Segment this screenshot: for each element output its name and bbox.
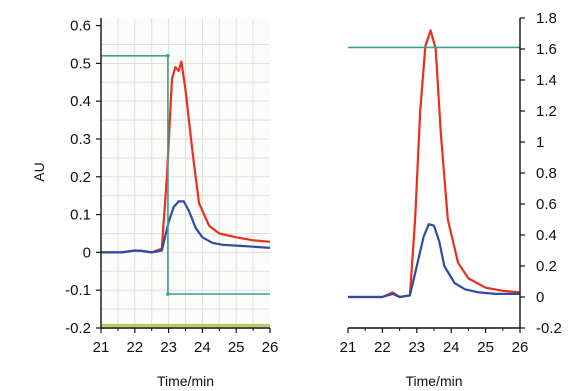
series-line-blue — [348, 223, 520, 299]
y-tick-label: 0.2 — [536, 258, 557, 275]
y-tick-label: 0.5 — [70, 55, 91, 72]
series-line-blue — [101, 200, 271, 254]
gradient-step-marker — [166, 292, 170, 296]
x-tick-label: 25 — [228, 339, 245, 356]
x-axis-label: Time/min — [157, 373, 214, 389]
y-axis-label: AU — [31, 162, 47, 181]
y-tick-label: -0.2 — [536, 320, 562, 337]
y-tick-label: 0.4 — [70, 93, 91, 110]
y-tick-label: 1 — [536, 134, 544, 151]
y-tick-label: -0.1 — [65, 282, 91, 299]
x-tick-label: 26 — [262, 339, 279, 356]
x-tick-label: 24 — [194, 339, 211, 356]
y-tick-label: 0 — [536, 289, 544, 306]
y-tick-label: 0.4 — [536, 227, 557, 244]
y-tick-label: 0.6 — [70, 18, 91, 35]
y-tick-label: 1.6 — [536, 41, 557, 58]
y-tick-label: 0.8 — [536, 165, 557, 182]
y-tick-label: 0.6 — [536, 196, 557, 213]
x-tick-label: 23 — [408, 339, 425, 356]
y-tick-label: 0 — [83, 244, 91, 261]
series-line-red — [348, 29, 521, 299]
y-tick-label: 0.1 — [70, 207, 91, 224]
x-tick-label: 21 — [340, 339, 357, 356]
chart-right: 21 22 23 24 25 26 1.8 1.6 1.4 1.2 1 0.8 0.6 0.4 0.2 0 -0… — [340, 10, 562, 389]
x-tick-label: 24 — [443, 339, 460, 356]
y-tick-label: -0.2 — [65, 320, 91, 337]
x-tick-label: 22 — [374, 339, 391, 356]
x-tick-label: 22 — [126, 339, 143, 356]
x-tick-label: 26 — [512, 339, 529, 356]
x-axis-label: Time/min — [405, 373, 462, 389]
y-tick-label: 0.3 — [70, 131, 91, 148]
y-tick-label: 0.2 — [70, 169, 91, 186]
series-line-gradient — [101, 54, 270, 295]
y-tick-label: 1.4 — [536, 72, 557, 89]
y-tick-label: 1.8 — [536, 10, 557, 27]
gradient-step-marker — [166, 54, 170, 58]
x-tick-label: 25 — [477, 339, 494, 356]
x-tick-label: 21 — [93, 339, 110, 356]
x-tick-label: 23 — [160, 339, 177, 356]
y-tick-label: 1.2 — [536, 103, 557, 120]
chart-left: 21 22 23 24 25 26 0.6 0.5 0.4 0.3 0.2 0.1 0 -0.1 -0.2 T… — [31, 18, 278, 389]
